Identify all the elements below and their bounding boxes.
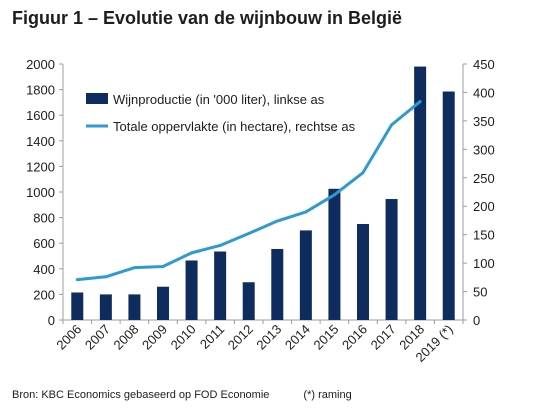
line-point (332, 193, 336, 197)
x-tick-label: 2012 (225, 322, 256, 353)
chart-title: Figuur 1 – Evolutie van de wijnbouw in B… (12, 8, 403, 28)
bar (128, 294, 141, 320)
legend-bar-label: Wijnproductie (in '000 liter), linkse as (113, 92, 325, 107)
line-point (275, 219, 279, 223)
left-tick-label: 400 (33, 262, 55, 277)
bar (185, 260, 198, 320)
line-point (361, 171, 365, 175)
left-tick-label: 1200 (26, 159, 55, 174)
bar (385, 199, 398, 320)
bar (242, 282, 255, 320)
right-tick-label: 50 (473, 285, 487, 300)
x-tick-label: 2010 (168, 322, 199, 353)
line-point (390, 123, 394, 127)
left-tick-label: 800 (33, 211, 55, 226)
x-tick-label: 2008 (110, 322, 141, 353)
right-tick-label: 300 (473, 142, 495, 157)
left-tick-label: 2000 (26, 57, 55, 72)
left-tick-label: 0 (48, 313, 55, 328)
legend: Wijnproductie (in '000 liter), linkse as… (86, 92, 356, 134)
x-tick-label: 2015 (310, 322, 341, 353)
right-tick-label: 400 (473, 85, 495, 100)
line-point (104, 275, 108, 279)
bar (299, 230, 312, 320)
x-tick-label: 2017 (368, 322, 399, 353)
legend-line-label: Totale oppervlakte (in hectare), rechtse… (113, 119, 356, 134)
estimate-note: (*) raming (303, 389, 352, 401)
line-point (75, 278, 79, 282)
footer: Bron: KBC Economics gebaseerd op FOD Eco… (12, 389, 352, 401)
x-tick-label: 2013 (253, 322, 284, 353)
bar (99, 294, 112, 320)
left-tick-label: 1800 (26, 83, 55, 98)
x-tick-label: 2009 (139, 322, 170, 353)
line-point (418, 100, 422, 104)
source-note: Bron: KBC Economics gebaseerd op FOD Eco… (12, 389, 270, 401)
bar (271, 248, 284, 320)
bar (414, 66, 427, 320)
bars (71, 66, 455, 321)
line-point (304, 210, 308, 214)
line-point (161, 265, 165, 269)
left-tick-label: 200 (33, 287, 55, 302)
line-point (218, 243, 222, 247)
x-tick-label: 2011 (197, 322, 227, 352)
x-tick-label: 2014 (282, 322, 313, 353)
right-tick-label: 450 (473, 57, 495, 72)
left-tick-label: 600 (33, 236, 55, 251)
left-tick-label: 1000 (26, 185, 55, 200)
bar (357, 224, 369, 320)
x-tick-label: 2007 (82, 322, 113, 353)
bar (214, 251, 227, 320)
line-series (75, 100, 422, 282)
right-tick-label: 0 (473, 313, 480, 328)
right-tick-label: 250 (473, 171, 495, 186)
x-tick-label: 2016 (339, 322, 370, 353)
bar (442, 91, 455, 321)
x-tick-label: 2006 (53, 322, 84, 353)
line-point (247, 232, 251, 236)
line-point (190, 251, 194, 255)
right-tick-label: 150 (473, 228, 495, 243)
bar (157, 286, 169, 320)
left-tick-label: 1400 (26, 134, 55, 149)
bar (71, 292, 84, 320)
left-tick-label: 1600 (26, 108, 55, 123)
right-tick-label: 200 (473, 199, 495, 214)
right-tick-label: 350 (473, 114, 495, 129)
legend-bar-swatch (86, 93, 108, 104)
right-tick-label: 100 (473, 256, 495, 271)
bar (328, 188, 341, 320)
line-point (132, 266, 136, 270)
